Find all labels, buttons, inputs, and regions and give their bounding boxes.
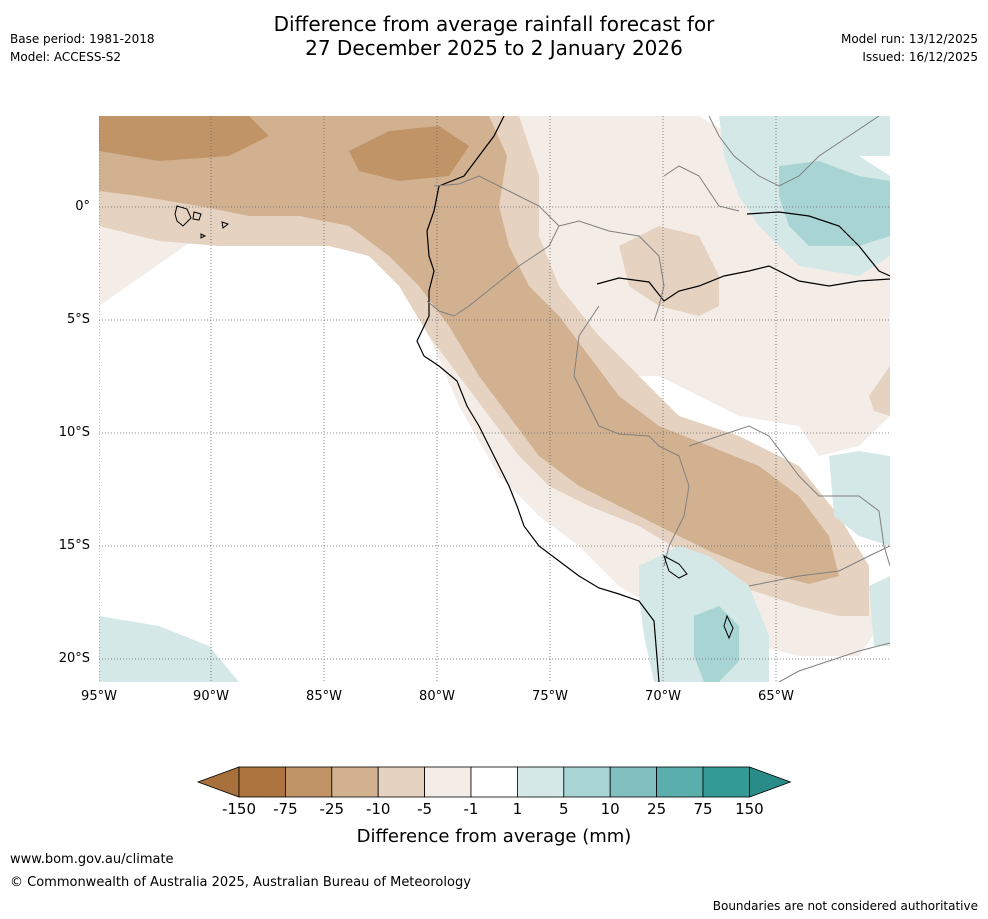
- colorbar-cell: [331, 766, 379, 798]
- colorbar-cell: [656, 766, 704, 798]
- lat-label-5s: 5°S: [66, 312, 90, 327]
- lake-titicaca: [663, 554, 734, 640]
- anomaly-region-heavy-mid: [349, 126, 469, 181]
- colorbar-cell: [563, 766, 611, 798]
- coastline-north: [746, 211, 890, 277]
- meta-left: Base period: 1981-2018 Model: ACCESS-S2: [10, 30, 155, 66]
- title-line-1: Difference from average rainfall forecas…: [273, 12, 715, 36]
- anomaly-region-moderate-se: [869, 366, 890, 416]
- colorbar-cell: [285, 766, 333, 798]
- colorbar-extend-high: [749, 766, 792, 798]
- galapagos-islands: [174, 205, 230, 239]
- lon-label-95w: 95°W: [81, 689, 117, 704]
- colorbar-cell: [516, 766, 565, 798]
- colorbar-tick-label: 25: [647, 800, 667, 818]
- colorbar-extend-low: [196, 766, 240, 798]
- footer-url[interactable]: www.bom.gov.au/climate: [10, 852, 174, 867]
- colorbar-title: Difference from average (mm): [356, 826, 632, 847]
- lon-label-75w: 75°W: [532, 689, 568, 704]
- colorbar-tick-label: -25: [319, 800, 345, 818]
- colorbar-cell: [424, 766, 472, 798]
- colorbar-tick-label: -1: [463, 800, 479, 818]
- colorbar-cell: [702, 766, 750, 798]
- colorbar-cell: [609, 766, 658, 798]
- model-run: Model run: 13/12/2025: [840, 32, 978, 46]
- rainfall-anomaly-map: [99, 116, 890, 682]
- lat-label-0: 0°: [75, 199, 90, 214]
- colorbar-tick-label: 150: [735, 800, 764, 818]
- colorbar-cell: [377, 766, 425, 798]
- issued-date: Issued: 16/12/2025: [862, 50, 978, 64]
- anomaly-region-wet-se: [869, 576, 890, 646]
- anomaly-region-wet-east: [829, 451, 890, 546]
- lat-label-20s: 20°S: [58, 651, 90, 666]
- anomaly-region-strong: [99, 116, 839, 584]
- base-period: Base period: 1981-2018: [10, 32, 155, 46]
- anomaly-region-wet-sw: [99, 616, 239, 682]
- anomaly-region-wet-south-core: [694, 606, 739, 682]
- colorbar-tick-label: -150: [221, 800, 257, 818]
- title-line-2: 27 December 2025 to 2 January 2026: [305, 36, 683, 60]
- anomaly-region-wet-ne-core: [779, 161, 890, 246]
- lon-label-80w: 80°W: [419, 689, 455, 704]
- lon-label-90w: 90°W: [193, 689, 229, 704]
- anomaly-region-heavy: [99, 116, 269, 161]
- lat-label-15s: 15°S: [58, 538, 90, 553]
- footer-copyright: © Commonwealth of Australia 2025, Austra…: [10, 875, 471, 890]
- coastline: [416, 116, 660, 682]
- amazon-river: [596, 265, 890, 302]
- colorbar-tick-label: 1: [512, 800, 523, 818]
- lon-label-70w: 70°W: [645, 689, 681, 704]
- colorbar-cell: [470, 766, 518, 798]
- colorbar-tick-label: 75: [693, 800, 713, 818]
- colorbar: [196, 766, 792, 798]
- lon-label-85w: 85°W: [306, 689, 342, 704]
- model-name: Model: ACCESS-S2: [10, 50, 122, 64]
- map-title: Difference from average rainfall forecas…: [0, 12, 988, 60]
- graticule: [99, 116, 890, 682]
- footer-disclaimer: Boundaries are not considered authoritat…: [712, 899, 978, 913]
- lat-label-10s: 10°S: [58, 425, 90, 440]
- colorbar-cell: [238, 766, 286, 798]
- colorbar-tick-label: 10: [600, 800, 620, 818]
- colorbar-tick-label: -75: [273, 800, 298, 818]
- lon-label-65w: 65°W: [758, 689, 794, 704]
- colorbar-tick-label: 5: [559, 800, 569, 818]
- colorbar-cells: [196, 766, 792, 798]
- colorbar-tick-label: -5: [417, 800, 433, 818]
- anomaly-region-moderate-east: [619, 226, 719, 316]
- country-borders: [426, 116, 890, 682]
- colorbar-tick-label: -10: [365, 800, 391, 818]
- meta-right: Model run: 13/12/2025 Issued: 16/12/2025: [841, 30, 978, 66]
